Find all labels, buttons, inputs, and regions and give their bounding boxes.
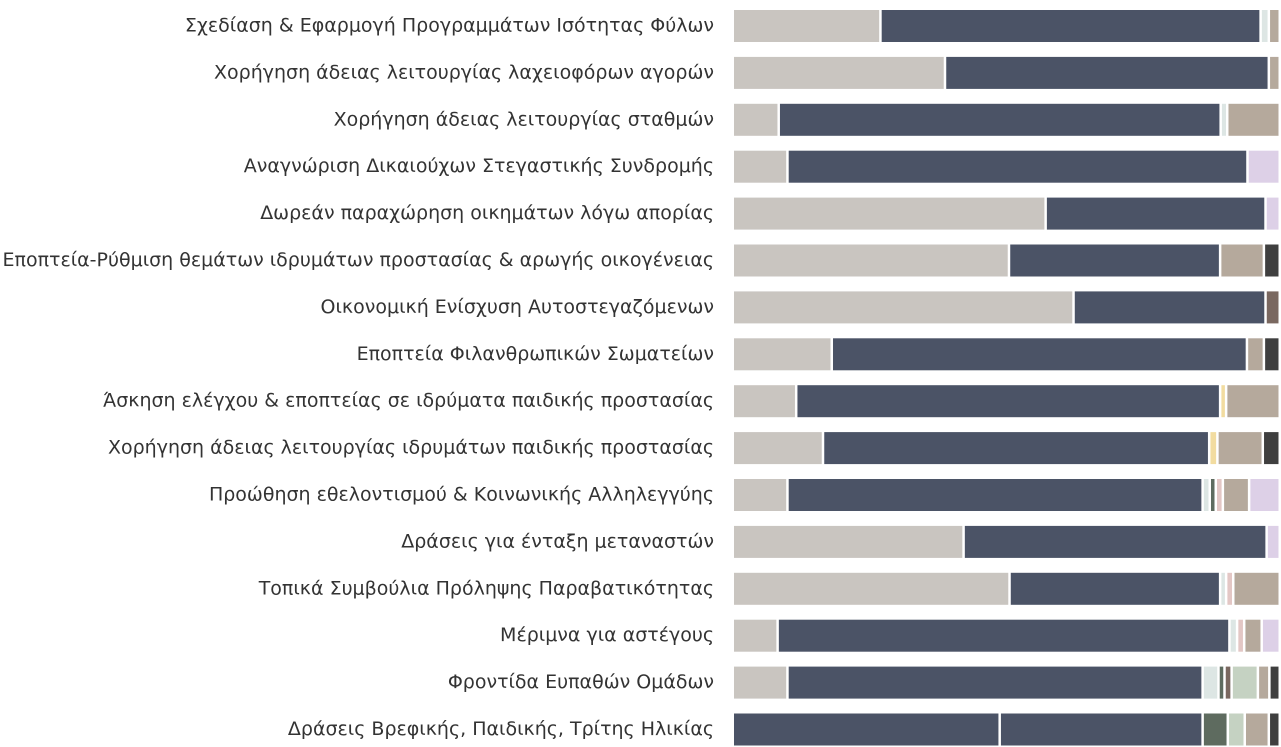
bar-segment bbox=[1245, 619, 1261, 652]
bar-segment bbox=[1270, 10, 1279, 42]
bar-segment bbox=[734, 56, 944, 89]
bar-segment bbox=[734, 103, 778, 136]
category-label: Άσκηση ελέγχου & εποπτείας σε ιδρύματα π… bbox=[103, 390, 714, 412]
category-label: Μέριμνα για αστέγους bbox=[500, 624, 714, 646]
bar-segment bbox=[734, 713, 999, 746]
bar-segment bbox=[1230, 619, 1236, 652]
bar-segment bbox=[1227, 385, 1279, 418]
bar-segment bbox=[1267, 525, 1279, 558]
category-label: Οικονομική Ενίσχυση Αυτοστεγαζόμενων bbox=[321, 296, 714, 318]
bar-segment bbox=[1203, 666, 1218, 699]
bar-segment bbox=[946, 56, 1268, 89]
bar-segment bbox=[1270, 666, 1279, 699]
bar-segment bbox=[1265, 338, 1279, 371]
category-label: Χορήγηση άδειας λειτουργίας σταθμών bbox=[334, 108, 714, 130]
bar-segment bbox=[1228, 103, 1279, 136]
bar-segment bbox=[734, 619, 777, 652]
category-label: Σχεδίαση & Εφαρμογή Προγραμμάτων Ισότητα… bbox=[185, 15, 714, 37]
category-label: Εποπτεία-Ρύθμιση θεμάτων ιδρυμάτων προστ… bbox=[3, 249, 715, 271]
bar-segment bbox=[1000, 713, 1202, 746]
category-label: Δωρεάν παραχώρηση οικημάτων λόγω απορίας bbox=[260, 202, 714, 224]
bar-segment bbox=[1219, 666, 1224, 699]
category-label: Δράσεις Βρεφικής, Παιδικής, Τρίτης Ηλικί… bbox=[288, 718, 714, 740]
category-label: Προώθηση εθελοντισμού & Κοινωνικής Αλληλ… bbox=[209, 484, 714, 506]
bar-segment bbox=[1266, 291, 1279, 324]
bar-segment bbox=[734, 525, 963, 558]
bar-segment bbox=[734, 338, 831, 371]
bar-segment bbox=[1232, 666, 1257, 699]
bar-segment bbox=[1245, 713, 1268, 746]
bar-segment bbox=[734, 385, 795, 418]
bar-segment bbox=[1224, 479, 1248, 511]
category-label: Αναγνώριση Δικαιούχων Στεγαστικής Συνδρο… bbox=[244, 155, 714, 177]
bar-segment bbox=[1259, 666, 1269, 699]
bar-segment bbox=[1234, 572, 1279, 605]
bar-segment bbox=[788, 150, 1247, 183]
bar-segment bbox=[1221, 244, 1263, 277]
bar-segment bbox=[1203, 713, 1227, 746]
bar-segment bbox=[797, 385, 1219, 418]
bar-segment bbox=[964, 525, 1266, 558]
bar-segment bbox=[1261, 10, 1268, 42]
category-label: Χορήγηση άδειας λειτουργίας λαχειοφόρων … bbox=[214, 61, 714, 83]
bar-segment bbox=[1238, 619, 1243, 652]
category-label: Τοπικά Συμβούλια Πρόληψης Παραβατικότητα… bbox=[258, 577, 714, 599]
bar-segment bbox=[1262, 619, 1279, 652]
category-label: Χορήγηση άδειας λειτουργίας ιδρυμάτων πα… bbox=[108, 437, 714, 459]
bar-segment bbox=[1248, 338, 1263, 371]
bar-segment bbox=[788, 666, 1202, 699]
bar-segment bbox=[1221, 103, 1226, 136]
category-label: Εποπτεία Φιλανθρωπικών Σωματείων bbox=[357, 343, 714, 365]
bar-segment bbox=[734, 572, 1009, 605]
bar-segment bbox=[734, 432, 822, 465]
bar-segment bbox=[1210, 479, 1215, 511]
bar-segment bbox=[1221, 385, 1225, 418]
bar-segment bbox=[1265, 244, 1279, 277]
bar-segment bbox=[824, 432, 1208, 465]
bar-segment bbox=[833, 338, 1246, 371]
bar-segment bbox=[734, 150, 787, 183]
bar-segment bbox=[1270, 713, 1279, 746]
bar-segment bbox=[1264, 432, 1279, 465]
bar-segment bbox=[734, 479, 787, 511]
bar-segment bbox=[734, 244, 1008, 277]
bar-segment bbox=[788, 479, 1202, 511]
bar-segment bbox=[1010, 572, 1219, 605]
bar-segment bbox=[1270, 56, 1279, 89]
bar-segment bbox=[1221, 572, 1225, 605]
bar-segment bbox=[779, 103, 1220, 136]
bar-segment bbox=[1218, 432, 1262, 465]
bar-segment bbox=[1227, 572, 1233, 605]
bar-segment bbox=[1225, 666, 1231, 699]
bar-segment bbox=[1248, 150, 1279, 183]
bar-segment bbox=[1203, 479, 1209, 511]
bar-segment bbox=[734, 291, 1073, 324]
bar-segment bbox=[1010, 244, 1219, 277]
bar-segment bbox=[734, 197, 1045, 230]
bar-segment bbox=[1074, 291, 1265, 324]
bar-segment bbox=[1229, 713, 1244, 746]
bar-segment bbox=[881, 10, 1260, 42]
bar-segment bbox=[1250, 479, 1279, 511]
bar-segment bbox=[734, 666, 787, 699]
bar-segment bbox=[1046, 197, 1265, 230]
category-label: Φροντίδα Ευπαθών Ομάδων bbox=[448, 671, 714, 693]
category-label: Δράσεις για ένταξη μεταναστών bbox=[401, 530, 714, 552]
bar-segment bbox=[1266, 197, 1279, 230]
bar-segment bbox=[1217, 479, 1222, 511]
bar-segment bbox=[1210, 432, 1217, 465]
bar-segment bbox=[778, 619, 1229, 652]
bar-segment bbox=[734, 10, 880, 42]
